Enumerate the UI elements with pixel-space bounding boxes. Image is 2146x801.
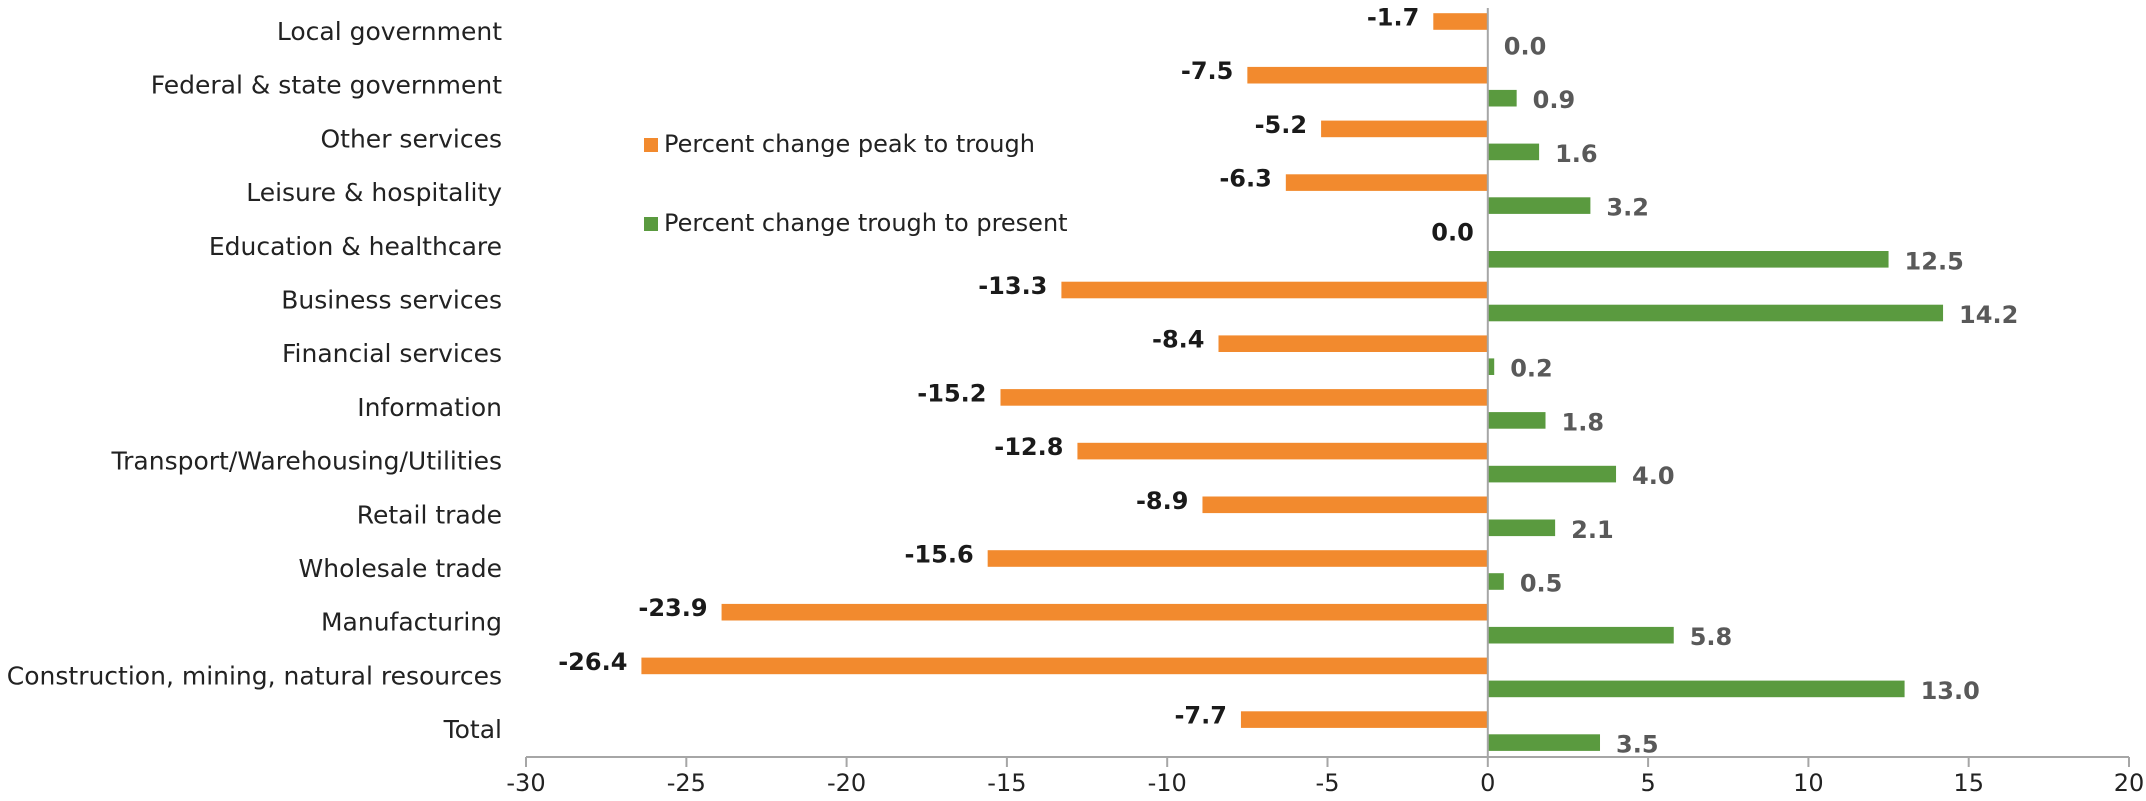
value-label: -23.9	[638, 594, 707, 622]
category-label: Financial services	[282, 339, 502, 368]
bar	[1285, 174, 1488, 191]
bar	[1321, 120, 1488, 138]
x-tick-label: 0	[1480, 769, 1495, 797]
category-label: Wholesale trade	[299, 554, 502, 583]
value-label: -5.2	[1255, 111, 1307, 139]
value-label: -7.5	[1181, 57, 1233, 85]
legend-swatch	[644, 138, 658, 152]
x-tick-label: -20	[827, 769, 866, 797]
x-tick-label: 20	[2114, 769, 2145, 797]
bar	[1487, 573, 1504, 590]
value-label: 3.5	[1616, 731, 1659, 759]
value-label: -8.9	[1136, 487, 1188, 515]
value-label: 1.8	[1562, 408, 1605, 436]
x-tick-label: 5	[1640, 769, 1655, 797]
bar	[1240, 711, 1488, 728]
category-label: Local government	[277, 17, 502, 46]
x-tick-label: -15	[987, 769, 1026, 797]
value-label: 1.6	[1555, 140, 1598, 168]
value-label: -12.8	[994, 433, 1063, 461]
value-label: 0.9	[1533, 86, 1576, 114]
value-label: -8.4	[1152, 326, 1204, 354]
value-label: 13.0	[1921, 677, 1980, 705]
value-label: 14.2	[1959, 301, 2018, 329]
category-label: Federal & state government	[151, 71, 502, 100]
category-label: Total	[443, 715, 502, 744]
bar	[1487, 465, 1617, 483]
value-label: 0.0	[1504, 33, 1547, 61]
category-label: Construction, mining, natural resources	[7, 661, 502, 690]
bar	[1487, 143, 1540, 161]
value-label: -13.3	[978, 272, 1047, 300]
legend-label: Percent change peak to trough	[664, 130, 1035, 158]
category-label: Education & healthcare	[209, 232, 502, 261]
bar	[1487, 519, 1556, 537]
bar	[1247, 66, 1488, 84]
bar	[1487, 304, 1944, 322]
bar	[1487, 197, 1591, 214]
x-tick-label: -10	[1148, 769, 1187, 797]
value-label: -1.7	[1367, 4, 1419, 32]
value-label: 5.8	[1690, 623, 1733, 651]
bar	[1218, 335, 1488, 352]
bar	[1487, 251, 1889, 268]
category-label: Business services	[281, 286, 502, 315]
bar	[1487, 89, 1517, 107]
bar	[1487, 734, 1601, 751]
category-label: Other services	[320, 124, 502, 153]
bar	[1077, 442, 1488, 460]
value-label: 4.0	[1632, 462, 1675, 490]
value-label: 0.2	[1510, 355, 1553, 383]
x-tick-label: -5	[1316, 769, 1340, 797]
bar	[1487, 358, 1495, 375]
value-label: 3.2	[1606, 194, 1649, 222]
value-label: 0.5	[1520, 570, 1563, 598]
bar	[1000, 389, 1488, 406]
bar	[1487, 680, 1905, 698]
value-label: -15.6	[904, 541, 973, 569]
x-tick-label: 15	[1953, 769, 1984, 797]
bar	[1433, 13, 1488, 30]
bar	[1202, 496, 1488, 514]
legend-swatch	[644, 217, 658, 231]
value-label: 2.1	[1571, 516, 1614, 544]
category-label: Transport/Warehousing/Utilities	[111, 447, 502, 476]
bar	[641, 657, 1488, 675]
value-label: -7.7	[1174, 702, 1226, 730]
value-label: 12.5	[1905, 247, 1964, 275]
category-label: Manufacturing	[321, 608, 502, 637]
x-tick-label: -25	[667, 769, 706, 797]
bar	[721, 603, 1488, 621]
x-tick-label: 10	[1793, 769, 1824, 797]
value-label: -6.3	[1219, 165, 1271, 193]
legend-label: Percent change trough to present	[664, 209, 1068, 237]
value-label: 0.0	[1431, 218, 1474, 246]
category-label: Leisure & hospitality	[246, 178, 502, 207]
value-label: -15.2	[917, 379, 986, 407]
bar	[1487, 626, 1674, 644]
value-label: -26.4	[558, 648, 627, 676]
category-label: Information	[357, 393, 502, 422]
bar	[1487, 412, 1546, 429]
bar	[1061, 281, 1488, 299]
x-tick-label: -30	[506, 769, 545, 797]
bar	[987, 550, 1488, 567]
category-label: Retail trade	[357, 500, 502, 529]
